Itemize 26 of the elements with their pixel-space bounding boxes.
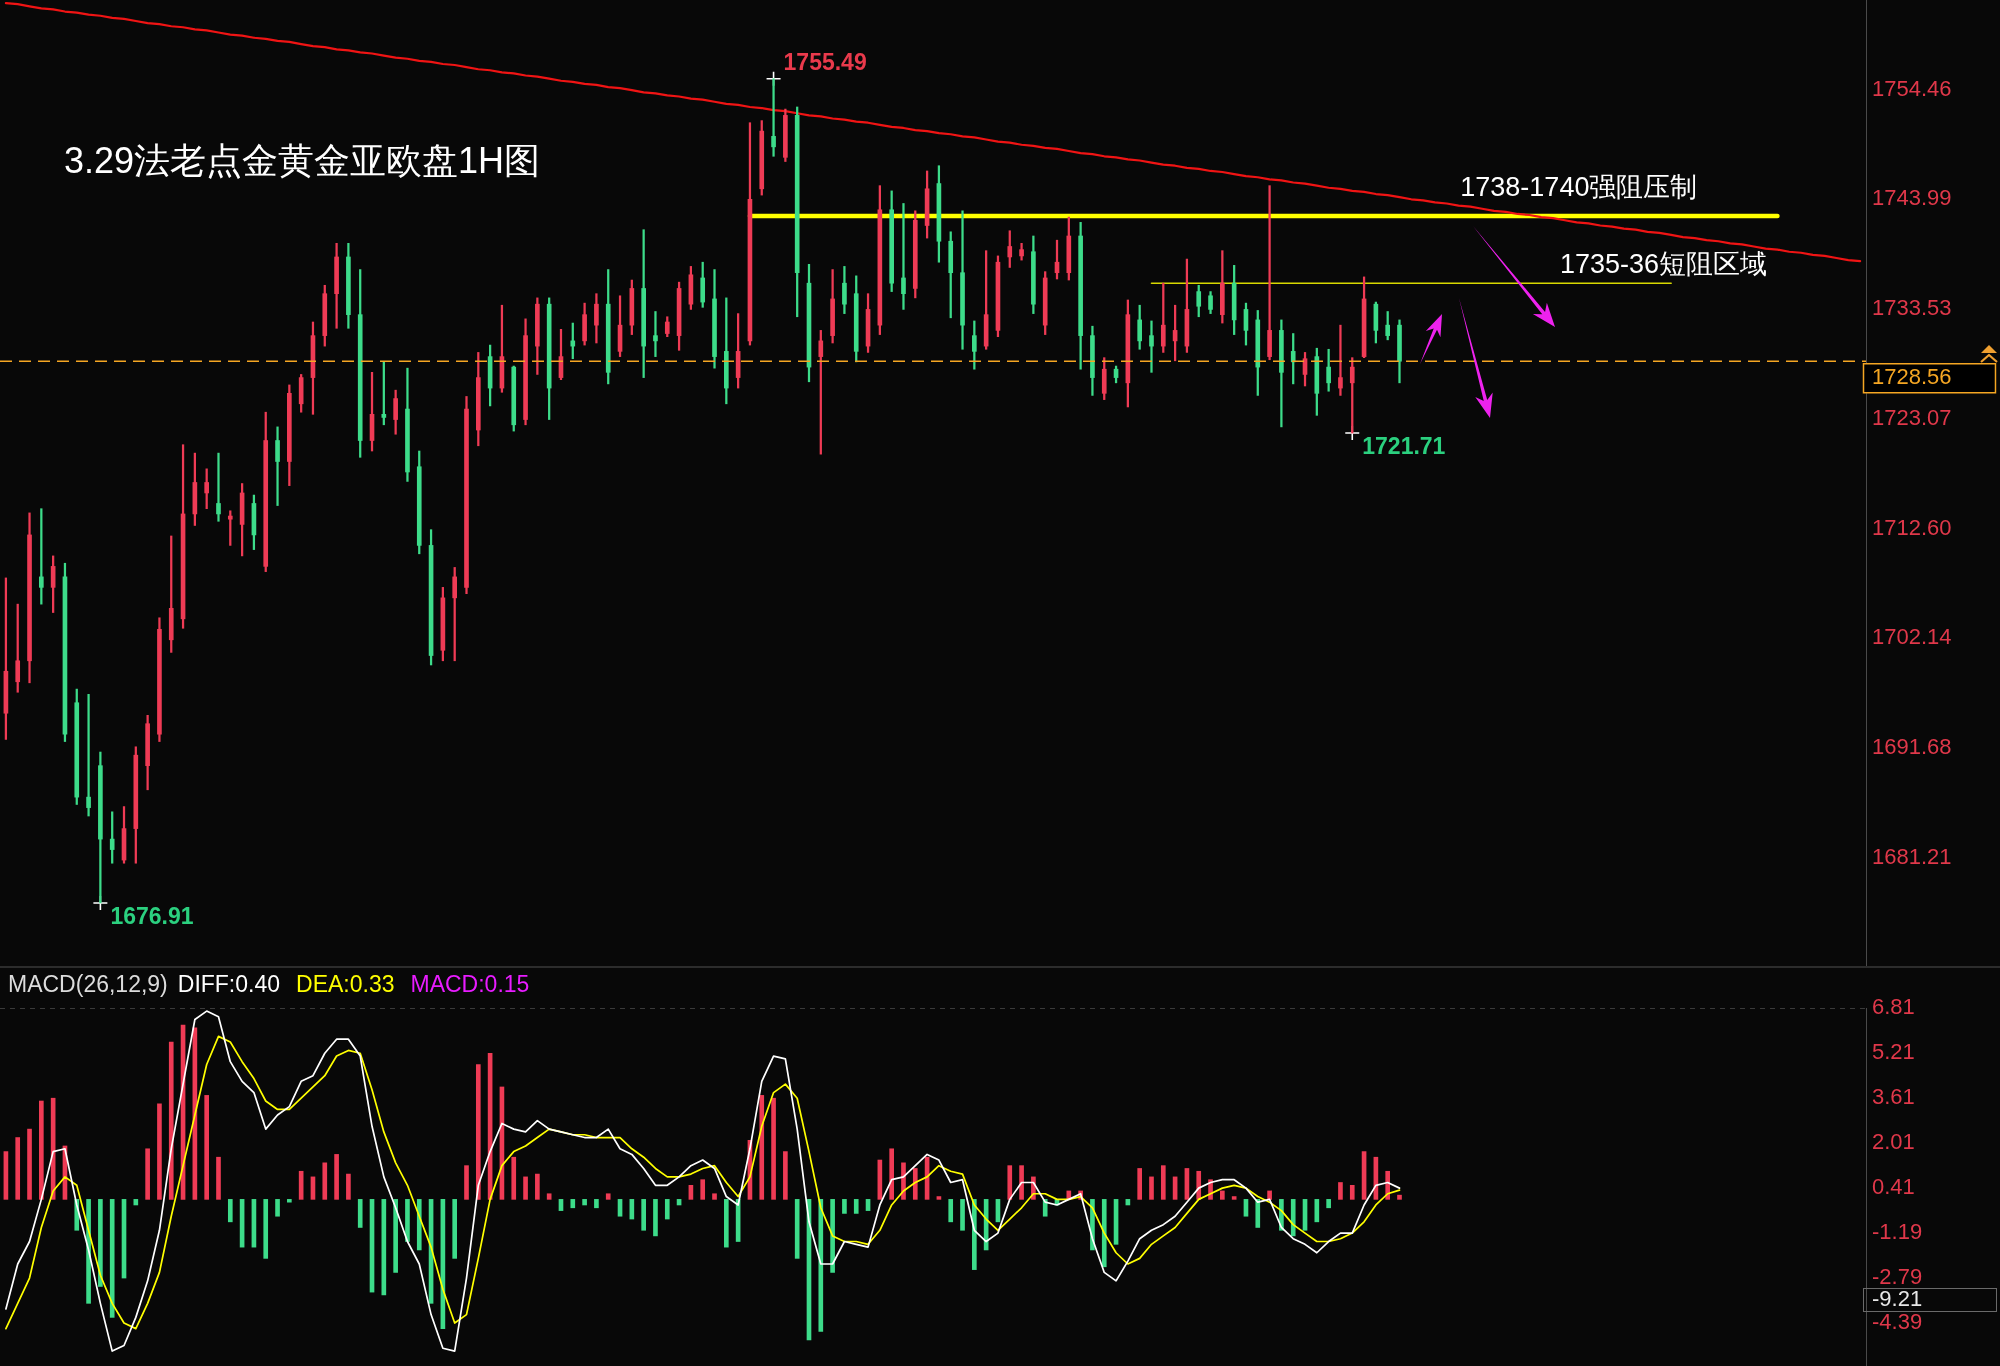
annotation: 1721.71 <box>1362 433 1446 460</box>
text: DEA:0.33 <box>296 971 395 998</box>
y-tick-label: -1.19 <box>1872 1218 1923 1244</box>
y-tick-label: 1702.14 <box>1872 624 1952 650</box>
y-tick-label: 1691.68 <box>1872 734 1952 760</box>
y-tick-label: 1681.21 <box>1872 843 1952 869</box>
y-tick-label: 3.61 <box>1872 1083 1915 1109</box>
annotation: 1755.49 <box>783 49 867 76</box>
annotation: 1676.91 <box>110 903 194 930</box>
y-tick-label: 1723.07 <box>1872 404 1952 430</box>
series-label: 1735-36短阻区域 <box>1560 249 1768 280</box>
y-tick-label: 1712.60 <box>1872 514 1952 540</box>
text: 3.29法老点金黄金亚欧盘1H图 <box>64 139 541 181</box>
y-tick-label: 6.81 <box>1872 994 1915 1020</box>
text: MACD:0.15 <box>410 971 530 998</box>
y-tick-label: 1733.53 <box>1872 295 1952 321</box>
ref-line-label: 1728.56 <box>1872 364 1952 390</box>
y-tick-label: 1743.99 <box>1872 185 1952 211</box>
y-tick-label: 5.21 <box>1872 1039 1915 1065</box>
y-tick-label: -2.79 <box>1872 1263 1923 1289</box>
series-label: 1738-1740强阻压制 <box>1460 172 1698 203</box>
series-label: DIFF:0.40 <box>177 971 281 998</box>
y-tick-label: 2.01 <box>1872 1128 1915 1154</box>
y-tick-label: 1754.46 <box>1872 75 1952 101</box>
chart-title: MACD(26,12,9) <box>8 971 168 998</box>
y-tick-label: 0.41 <box>1872 1173 1915 1199</box>
